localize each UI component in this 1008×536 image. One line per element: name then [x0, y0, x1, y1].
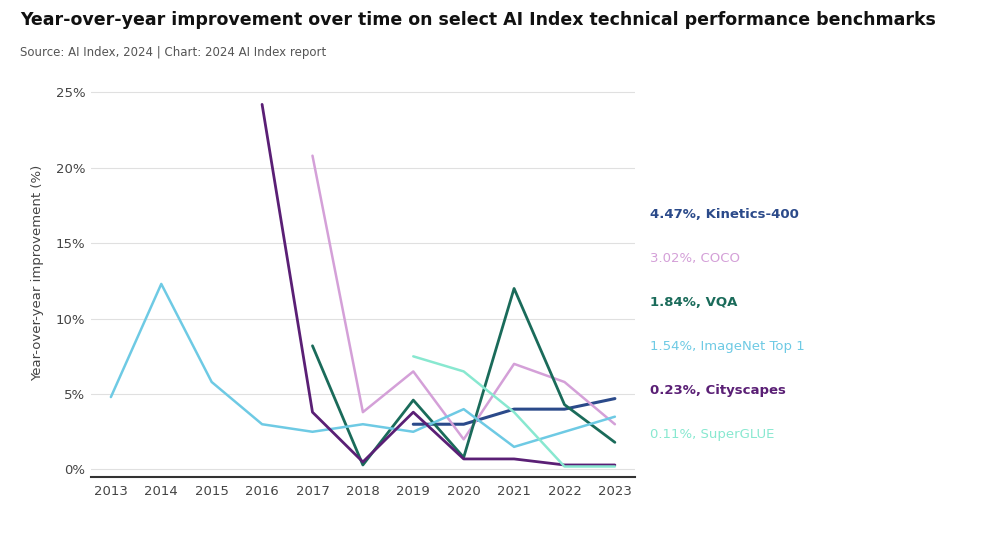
Text: 0.11%, SuperGLUE: 0.11%, SuperGLUE — [650, 428, 774, 441]
Y-axis label: Year-over-year improvement (%): Year-over-year improvement (%) — [31, 165, 44, 382]
Text: Source: AI Index, 2024 | Chart: 2024 AI Index report: Source: AI Index, 2024 | Chart: 2024 AI … — [20, 46, 327, 58]
Text: 1.84%, VQA: 1.84%, VQA — [650, 296, 738, 309]
Text: Year-over-year improvement over time on select AI Index technical performance be: Year-over-year improvement over time on … — [20, 11, 936, 29]
Text: 3.02%, COCO: 3.02%, COCO — [650, 252, 740, 265]
Text: 0.23%, Cityscapes: 0.23%, Cityscapes — [650, 384, 786, 397]
Text: 4.47%, Kinetics-400: 4.47%, Kinetics-400 — [650, 208, 799, 221]
Text: 1.54%, ImageNet Top 1: 1.54%, ImageNet Top 1 — [650, 340, 805, 353]
